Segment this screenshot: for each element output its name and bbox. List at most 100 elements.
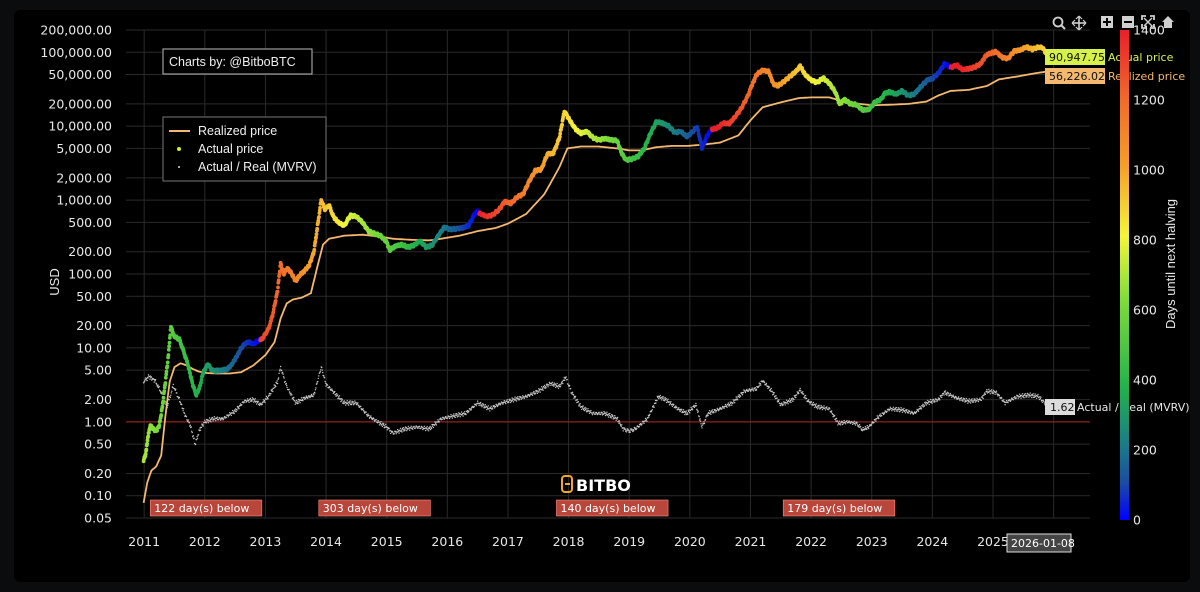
mvrv-point bbox=[355, 401, 357, 404]
mvrv-point bbox=[175, 388, 177, 390]
mvrv-point bbox=[373, 418, 375, 420]
mvrv-point bbox=[295, 402, 297, 404]
mvrv-point bbox=[274, 384, 276, 387]
mvrv-point bbox=[646, 420, 648, 422]
mvrv-point bbox=[193, 437, 195, 439]
mvrv-point bbox=[944, 392, 946, 394]
mvrv-point bbox=[629, 431, 631, 433]
mvrv-point bbox=[703, 421, 705, 423]
mvrv-point bbox=[1021, 393, 1024, 395]
mvrv-point bbox=[303, 396, 306, 398]
mvrv-point bbox=[705, 416, 707, 418]
mvrv-point bbox=[670, 401, 672, 403]
mvrv-point bbox=[281, 371, 284, 374]
mvrv-point bbox=[692, 405, 695, 408]
mvrv-point bbox=[507, 400, 509, 403]
mvrv-point bbox=[596, 412, 598, 414]
annotation-box bbox=[318, 499, 431, 517]
mvrv-point bbox=[830, 411, 832, 413]
mvrv-point bbox=[770, 387, 772, 390]
mvrv-point bbox=[509, 398, 511, 400]
mvrv-point bbox=[1028, 396, 1030, 398]
mvrv-point bbox=[241, 404, 243, 406]
mvrv-point bbox=[1034, 393, 1036, 395]
y-tick-label: 500.00 bbox=[68, 215, 112, 230]
mvrv-point bbox=[551, 381, 553, 384]
mvrv-point bbox=[971, 398, 973, 400]
mvrv-point bbox=[479, 403, 481, 405]
mvrv-point bbox=[389, 429, 391, 432]
mvrv-point bbox=[876, 415, 878, 417]
mvrv-point bbox=[534, 393, 537, 395]
legend-item-realized[interactable]: Realized price bbox=[169, 124, 277, 138]
mvrv-point bbox=[354, 400, 356, 402]
mvrv-point bbox=[547, 386, 549, 388]
mvrv-point bbox=[332, 390, 334, 392]
y-tick-label: 0.05 bbox=[84, 511, 112, 526]
mvrv-point bbox=[898, 408, 900, 411]
actual-price-point bbox=[166, 353, 171, 357]
y-tick-label: 50,000.00 bbox=[48, 67, 112, 82]
mvrv-point bbox=[252, 398, 254, 400]
btc-realized-price-chart[interactable]: 0.050.100.200.501.002.005.0010.0020.0050… bbox=[14, 10, 1190, 582]
colorbar-tick-label: 0 bbox=[1133, 513, 1141, 528]
mvrv-point bbox=[987, 390, 989, 392]
mvrv-point bbox=[285, 382, 287, 385]
mvrv-point bbox=[729, 401, 731, 403]
actual-price-point bbox=[315, 226, 320, 231]
mvrv-point bbox=[438, 421, 440, 423]
mvrv-point bbox=[917, 409, 919, 411]
mvrv-point bbox=[358, 406, 360, 409]
mvrv-point bbox=[280, 369, 283, 371]
zoom-out-icon[interactable] bbox=[1122, 16, 1134, 28]
mvrv-point bbox=[446, 417, 449, 419]
mvrv-point bbox=[599, 413, 602, 416]
mvrv-point bbox=[366, 414, 368, 416]
mvrv-point bbox=[973, 399, 976, 401]
mvrv-point bbox=[1022, 396, 1024, 398]
mvrv-point bbox=[850, 422, 852, 424]
mvrv-point bbox=[614, 416, 617, 419]
mvrv-point bbox=[208, 417, 211, 419]
mvrv-point bbox=[146, 379, 148, 382]
mvrv-point bbox=[445, 416, 447, 418]
autoscale-icon[interactable] bbox=[1141, 15, 1155, 29]
mvrv-point bbox=[703, 422, 706, 425]
mvrv-point bbox=[931, 402, 933, 404]
actual-price-point bbox=[160, 404, 165, 409]
home-icon[interactable] bbox=[1162, 16, 1174, 28]
mvrv-point bbox=[1039, 398, 1042, 400]
mvrv-point bbox=[406, 430, 408, 432]
mvrv-point bbox=[709, 411, 712, 413]
mvrv-point bbox=[684, 413, 686, 416]
mvrv-point bbox=[206, 420, 208, 422]
mvrv-point bbox=[598, 411, 600, 413]
mvrv-point bbox=[322, 371, 324, 374]
legend-item-mvrv[interactable]: Actual / Real (MVRV) bbox=[178, 160, 317, 174]
mvrv-point bbox=[270, 393, 272, 395]
credit-text: Charts by: @BitboBTC bbox=[169, 55, 296, 69]
mvrv-point bbox=[560, 384, 562, 386]
mvrv-point bbox=[404, 429, 406, 432]
actual-price-point bbox=[317, 215, 321, 219]
mvrv-point bbox=[417, 427, 419, 429]
mvrv-point bbox=[171, 390, 173, 392]
x-tick-label: 2020 bbox=[674, 534, 706, 549]
zoom-icon[interactable] bbox=[1052, 16, 1066, 30]
mvrv-point bbox=[941, 394, 943, 396]
mvrv-point bbox=[988, 388, 990, 390]
mvrv-point bbox=[853, 422, 855, 424]
mvrv-point bbox=[898, 407, 900, 409]
mvrv-point bbox=[480, 404, 483, 406]
pan-icon[interactable] bbox=[1071, 15, 1087, 31]
zoom-in-icon[interactable] bbox=[1101, 16, 1113, 28]
mvrv-point bbox=[143, 380, 146, 382]
legend-item-actual[interactable]: Actual price bbox=[177, 142, 263, 156]
mvrv-point bbox=[622, 427, 624, 429]
mvrv-point bbox=[927, 402, 929, 404]
mvrv-point bbox=[207, 422, 209, 424]
mvrv-point bbox=[711, 411, 713, 413]
mvrv-point bbox=[261, 403, 263, 406]
mvrv-point bbox=[291, 394, 293, 396]
y-axis-ticks: 0.050.100.200.501.002.005.0010.0020.0050… bbox=[40, 23, 112, 526]
